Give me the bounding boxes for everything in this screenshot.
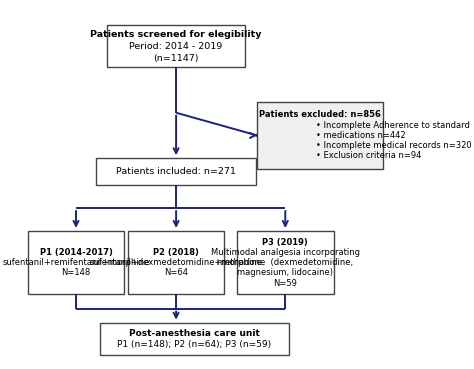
FancyBboxPatch shape [237,231,334,294]
Text: • medications n=442: • medications n=442 [316,131,406,140]
Text: • Incomplete Adherence to standard: • Incomplete Adherence to standard [316,121,470,130]
Text: Patients included: n=271: Patients included: n=271 [116,167,236,176]
Text: • Exclusion criteria n=94: • Exclusion criteria n=94 [316,151,421,161]
FancyBboxPatch shape [28,231,124,294]
Text: magnesium, lidocaine): magnesium, lidocaine) [237,268,333,277]
Text: Post-anesthesia care unit: Post-anesthesia care unit [129,329,260,338]
FancyBboxPatch shape [100,323,289,355]
Text: P3 (2019): P3 (2019) [263,238,308,246]
Text: P1 (n=148); P2 (n=64); P3 (n=59): P1 (n=148); P2 (n=64); P3 (n=59) [117,340,271,349]
Text: sufentanil+dexmedetomidine+morphine: sufentanil+dexmedetomidine+morphine [90,258,263,267]
Text: (n=1147): (n=1147) [154,54,199,62]
Text: Patients screened for elegibility: Patients screened for elegibility [91,30,262,39]
Text: Multimodal analgesia incorporating: Multimodal analgesia incorporating [211,248,360,257]
FancyBboxPatch shape [107,25,245,67]
Text: P1 (2014-2017): P1 (2014-2017) [39,248,112,257]
Text: • Incomplete medical records n=320: • Incomplete medical records n=320 [316,141,472,150]
Text: methadone  (dexmedetomidine,: methadone (dexmedetomidine, [217,258,353,267]
FancyBboxPatch shape [257,102,383,169]
Text: P2 (2018): P2 (2018) [153,248,199,257]
Text: Period: 2014 - 2019: Period: 2014 - 2019 [129,42,223,51]
Text: Patients excluded: n=856: Patients excluded: n=856 [259,110,381,120]
FancyBboxPatch shape [128,231,224,294]
Text: N=64: N=64 [164,268,188,277]
Text: N=148: N=148 [61,268,91,277]
FancyBboxPatch shape [96,158,256,185]
Text: sufentanil+remifentanil+morphine: sufentanil+remifentanil+morphine [2,258,150,267]
Text: N=59: N=59 [273,279,297,288]
